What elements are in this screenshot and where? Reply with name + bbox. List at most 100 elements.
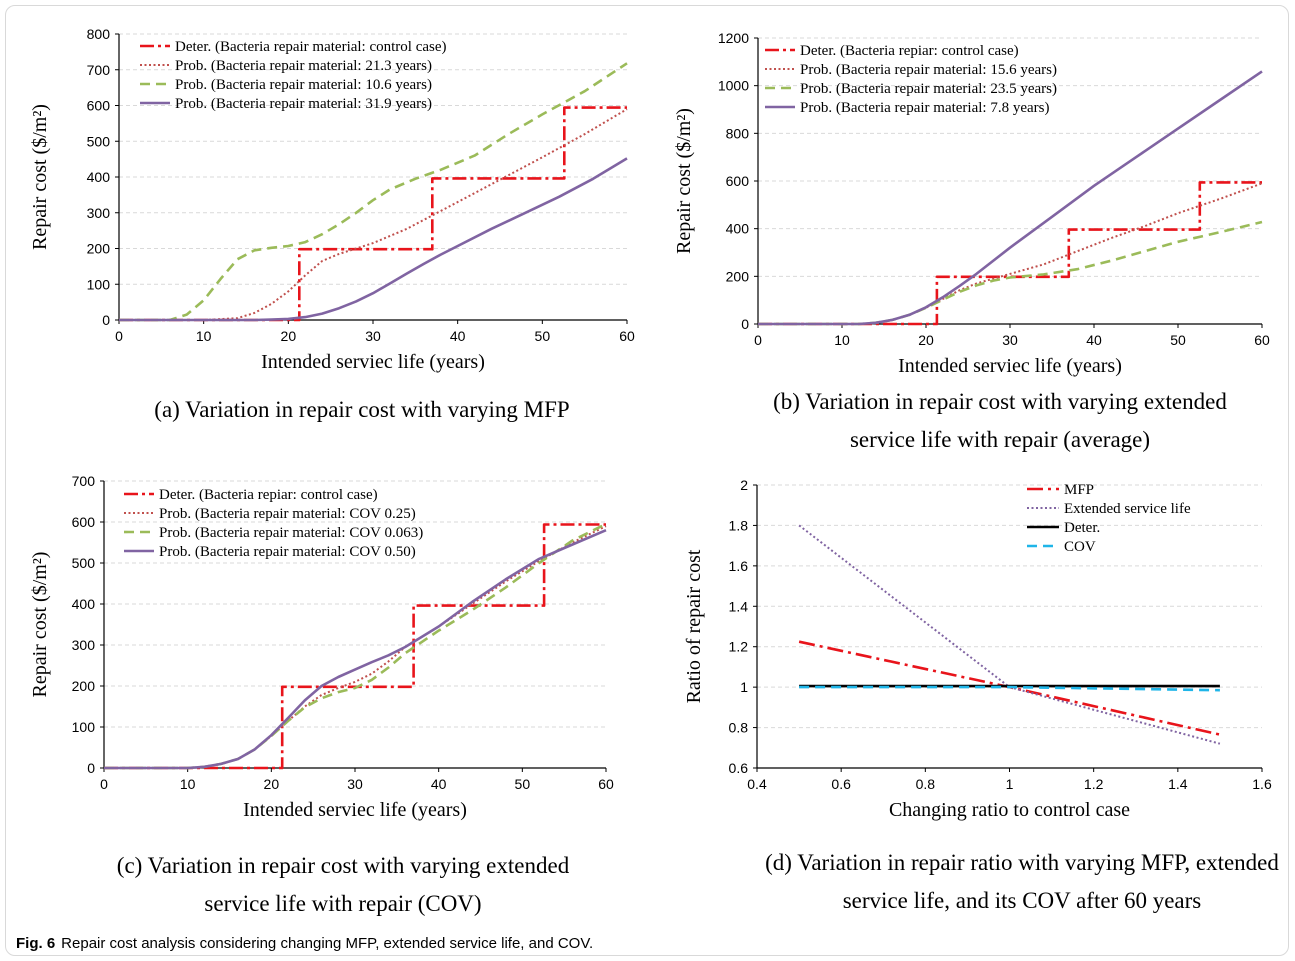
y-tick-label: 1.6	[729, 558, 749, 574]
legend-label: Deter.	[1064, 520, 1100, 536]
figure-frame	[5, 5, 1289, 956]
y-tick-label: 1.4	[729, 598, 749, 614]
y-axis-title: Repair cost ($/m²)	[673, 108, 695, 254]
y-tick-label: 200	[72, 678, 96, 694]
legend-label: Prob. (Bacteria repair material: 23.5 ye…	[800, 81, 1057, 97]
x-tick-label: 40	[450, 328, 466, 344]
legend-label: Prob. (Bacteria repair material: 15.6 ye…	[800, 62, 1057, 78]
y-tick-label: 400	[72, 596, 96, 612]
chart-b: 0 200 400 600 800 1000 1200 0 10 20 30 40 50 60 Intend…	[673, 30, 1270, 452]
x-tick-label: 30	[365, 328, 381, 344]
y-tick-label: 0.8	[729, 720, 749, 736]
panel-caption: (a) Variation in repair cost with varyin…	[154, 397, 569, 422]
x-tick-label: 30	[1002, 332, 1018, 348]
series-line-3	[104, 522, 607, 770]
y-tick-label: 1	[740, 679, 748, 695]
x-tick-label: 1.6	[1252, 776, 1272, 792]
y-tick-label: 100	[72, 719, 96, 735]
panel-caption: (b) Variation in repair cost with varyin…	[773, 389, 1227, 414]
panel-caption: (d) Variation in repair ratio with varyi…	[765, 850, 1279, 875]
y-tick-label: 800	[726, 125, 750, 141]
x-tick-label: 60	[1254, 332, 1270, 348]
series-line-2	[119, 108, 628, 321]
y-tick-label: 100	[87, 276, 111, 292]
y-tick-label: 600	[87, 98, 111, 114]
x-axis-title: Intended serviec life (years)	[898, 355, 1122, 377]
x-tick-label: 1	[1006, 776, 1014, 792]
y-tick-label: 600	[726, 173, 750, 189]
y-tick-label: 1000	[718, 78, 749, 94]
series-line-4	[758, 70, 1263, 326]
panel-caption: (c) Variation in repair cost with varyin…	[117, 853, 570, 878]
x-tick-label: 50	[535, 328, 551, 344]
series-line-1	[758, 181, 1262, 326]
chart-d: 0.60.811.21.41.61.820.4 0.6 0.8 1 1.2 1.4 1.6C…	[683, 477, 1279, 913]
x-tick-label: 10	[196, 328, 212, 344]
y-tick-label: 0	[87, 760, 95, 776]
y-tick-label: 300	[87, 205, 111, 221]
series-line-4	[799, 685, 1220, 692]
legend-label: Deter. (Bacteria repiar: control case)	[159, 487, 378, 503]
y-axis-title: Repair cost ($/m²)	[29, 552, 51, 698]
y-tick-label: 600	[72, 514, 96, 530]
x-tick-label: 0	[115, 328, 123, 344]
x-tick-label: 60	[619, 328, 635, 344]
x-tick-label: 50	[1170, 332, 1186, 348]
y-tick-label: 0	[741, 316, 749, 332]
x-tick-label: 40	[431, 776, 447, 792]
y-tick-label: 1.2	[729, 639, 749, 655]
y-tick-label: 1.8	[729, 517, 749, 533]
legend-label: Deter. (Bacteria repiar: control case)	[800, 43, 1019, 59]
series-line-3	[119, 62, 628, 322]
x-tick-label: 0.8	[916, 776, 936, 792]
chart-c: 0 100 200 300 400 500 600 700 0 10 20 30 40 50 60 Inten…	[29, 473, 614, 916]
legend-label: Prob. (Bacteria repair material: COV 0.0…	[159, 525, 423, 541]
y-tick-label: 200	[726, 268, 750, 284]
x-tick-label: 1.4	[1168, 776, 1188, 792]
panel-caption: service life with repair (COV)	[204, 891, 481, 916]
x-tick-label: 1.2	[1084, 776, 1104, 792]
series-line-2	[798, 524, 1221, 745]
legend-label: Prob. (Bacteria repair material: 31.9 ye…	[175, 96, 432, 112]
y-tick-label: 1200	[718, 30, 749, 46]
x-axis-title: Intended serviec life (years)	[261, 351, 485, 373]
legend-label: Extended service life	[1064, 501, 1191, 517]
x-tick-label: 10	[834, 332, 850, 348]
y-tick-label: 300	[72, 637, 96, 653]
x-tick-label: 40	[1086, 332, 1102, 348]
legend-label: Prob. (Bacteria repair material: COV 0.2…	[159, 506, 416, 522]
legend-label: Prob. (Bacteria repair material: 7.8 yea…	[800, 100, 1049, 116]
series-line-1	[104, 523, 606, 770]
legend-label: COV	[1064, 539, 1096, 555]
y-tick-label: 0.6	[729, 760, 749, 776]
y-tick-label: 400	[87, 169, 111, 185]
legend-label: Deter. (Bacteria repair material: contro…	[175, 39, 447, 55]
figure-label: Fig. 6	[16, 935, 56, 952]
y-tick-label: 500	[87, 133, 111, 149]
x-tick-label: 50	[515, 776, 531, 792]
series-line-2	[104, 525, 607, 769]
x-tick-label: 0.4	[747, 776, 767, 792]
x-axis-title: Changing ratio to control case	[889, 799, 1130, 821]
y-tick-label: 0	[102, 312, 110, 328]
x-tick-label: 10	[180, 776, 196, 792]
y-tick-label: 700	[72, 473, 96, 489]
y-axis-title: Repair cost ($/m²)	[29, 104, 51, 250]
chart-a: 0 100 200 300 400 500 600 700 800 0 10 20 30 40 50 60 In…	[29, 26, 635, 422]
y-tick-label: 500	[72, 555, 96, 571]
legend-label: MFP	[1064, 482, 1094, 498]
figure-caption: Fig. 6 Repair cost analysis considering c…	[16, 935, 593, 952]
x-tick-label: 30	[347, 776, 363, 792]
x-tick-label: 20	[918, 332, 934, 348]
panel-caption: service life with repair (average)	[850, 427, 1150, 452]
y-tick-label: 700	[87, 62, 111, 78]
x-tick-label: 20	[264, 776, 280, 792]
x-tick-label: 60	[598, 776, 614, 792]
series-line-1	[119, 106, 627, 322]
figure-caption-text: Repair cost analysis considering changin…	[61, 935, 594, 952]
legend-label: Prob. (Bacteria repair material: 21.3 ye…	[175, 58, 432, 74]
panel-caption: service life, and its COV after 60 years	[843, 888, 1202, 913]
y-tick-label: 800	[87, 26, 111, 42]
y-tick-label: 400	[726, 221, 750, 237]
